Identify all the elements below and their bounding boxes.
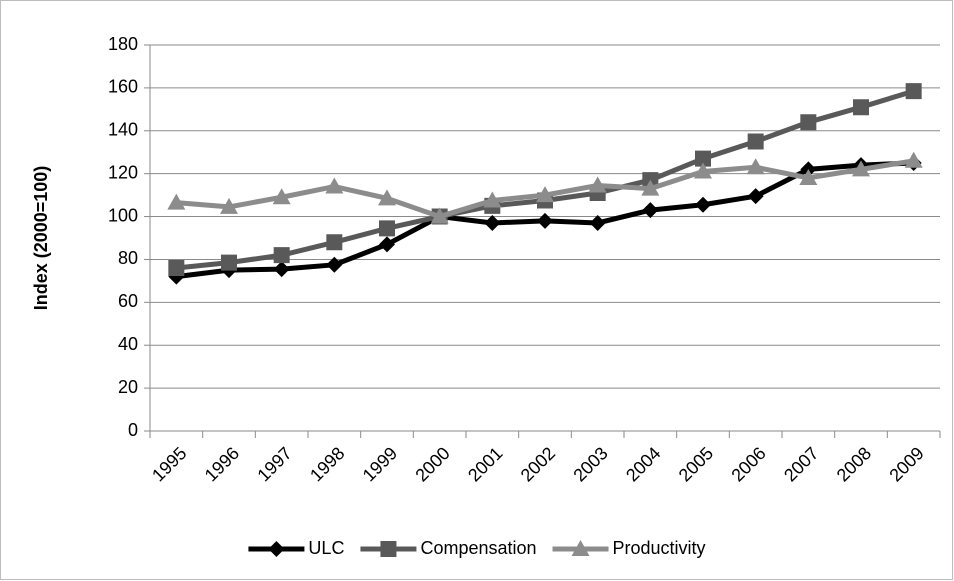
data-point	[589, 214, 606, 231]
data-point	[641, 179, 660, 196]
data-point	[484, 214, 501, 231]
data-point	[220, 197, 238, 214]
marker	[571, 540, 590, 556]
data-point	[379, 220, 395, 237]
legend-label: Productivity	[613, 538, 706, 558]
y-tick-label: 60	[118, 291, 138, 311]
data-point	[379, 236, 395, 253]
data-point	[430, 207, 449, 224]
legend-label: Compensation	[420, 538, 536, 558]
y-tick-label: 20	[118, 377, 138, 397]
data-point	[853, 99, 869, 116]
data-point	[325, 177, 344, 194]
data-point	[695, 196, 711, 213]
data-point	[746, 158, 765, 175]
data-point	[747, 133, 764, 150]
y-tick-label: 40	[118, 334, 138, 354]
y-tick-label: 120	[108, 162, 138, 182]
data-point	[642, 202, 659, 219]
data-point	[272, 188, 291, 205]
data-point	[852, 160, 870, 177]
data-point	[588, 176, 607, 193]
y-tick-label: 140	[108, 120, 138, 140]
data-point	[904, 151, 923, 168]
data-point	[221, 254, 237, 271]
data-point	[273, 247, 290, 264]
y-tick-label: 100	[108, 205, 138, 225]
data-point	[905, 83, 922, 100]
data-point	[483, 191, 502, 208]
data-point	[326, 256, 343, 273]
y-axis-title: Index (2000=100)	[31, 166, 51, 311]
data-point	[800, 114, 817, 131]
y-tick-label: 160	[108, 77, 138, 97]
legend: ULC Compensation Productivity	[248, 538, 706, 558]
marker	[268, 541, 285, 557]
data-point	[747, 188, 764, 205]
marker	[380, 541, 397, 557]
data-point	[695, 150, 711, 167]
y-tick-label: 180	[108, 34, 138, 54]
data-point	[273, 261, 290, 278]
data-point	[799, 168, 818, 185]
data-point	[694, 162, 712, 179]
data-point	[378, 189, 396, 206]
y-tick-label: 80	[118, 248, 138, 268]
data-point	[536, 186, 554, 203]
data-point	[168, 260, 185, 277]
data-point	[167, 193, 186, 210]
legend-label: ULC	[308, 538, 344, 558]
y-tick-label: 0	[128, 420, 138, 440]
data-point	[537, 212, 553, 229]
data-point	[326, 234, 343, 251]
